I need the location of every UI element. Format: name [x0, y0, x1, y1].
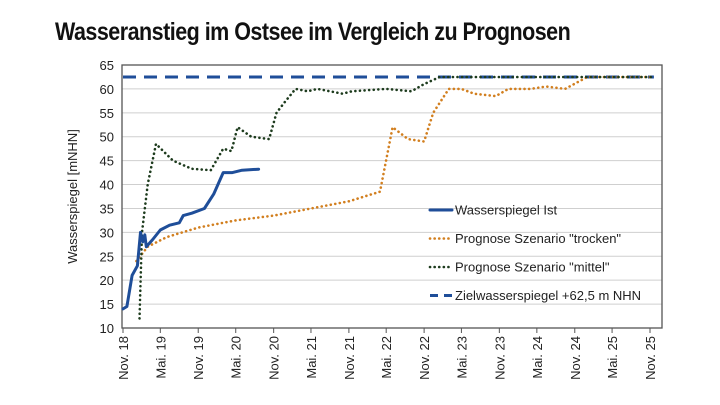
x-tick-label: Mai. 19 [153, 336, 168, 379]
legend-label: Prognose Szenario "trocken" [455, 231, 621, 246]
y-tick-label: 15 [100, 297, 114, 312]
x-tick-label: Nov. 19 [191, 336, 206, 380]
x-tick-label: Nov. 25 [643, 336, 658, 380]
x-tick-label: Mai. 23 [454, 336, 469, 379]
y-tick-label: 65 [100, 58, 114, 73]
y-axis-label: Wasserspiegel [mNHN] [65, 129, 80, 264]
x-tick-label: Nov. 24 [568, 336, 583, 380]
series-line [135, 75, 656, 263]
series-line [138, 75, 656, 320]
legend-label: Prognose Szenario "mittel" [455, 260, 610, 275]
y-tick-label: 40 [100, 178, 114, 193]
series-line [121, 167, 261, 311]
x-tick-label: Mai. 21 [304, 336, 319, 379]
legend: Wasserspiegel Ist Prognose Szenario "troc… [428, 203, 641, 303]
y-tick-label: 50 [100, 130, 114, 145]
chart-title: Wasseranstieg im Ostsee im Vergleich zu … [55, 18, 571, 46]
y-tick-label: 35 [100, 201, 114, 216]
x-tick-label: Nov. 18 [116, 336, 131, 380]
x-tick-label: Nov. 21 [342, 336, 357, 380]
series-0 [121, 167, 261, 311]
y-tick-label: 10 [100, 321, 114, 336]
x-tick-label: Nov. 23 [492, 336, 507, 380]
y-tick-label: 55 [100, 106, 114, 121]
x-tick-label: Mai. 24 [530, 336, 545, 379]
plot-frame [121, 64, 663, 329]
series-2 [138, 75, 656, 320]
legend-label: Zielwasserspiegel +62,5 m NHN [455, 288, 641, 303]
y-tick-label: 20 [100, 273, 114, 288]
x-tick-label: Nov. 22 [417, 336, 432, 380]
y-tick-label: 30 [100, 225, 114, 240]
x-tick-label: Mai. 20 [229, 336, 244, 379]
legend-label: Wasserspiegel Ist [455, 203, 557, 218]
y-tick-label: 45 [100, 154, 114, 169]
x-tick-label: Nov. 20 [267, 336, 282, 380]
x-tick-label: Mai. 25 [605, 336, 620, 379]
y-tick-label: 25 [100, 249, 114, 264]
x-tick-label: Mai. 22 [379, 336, 394, 379]
y-tick-label: 60 [100, 82, 114, 97]
